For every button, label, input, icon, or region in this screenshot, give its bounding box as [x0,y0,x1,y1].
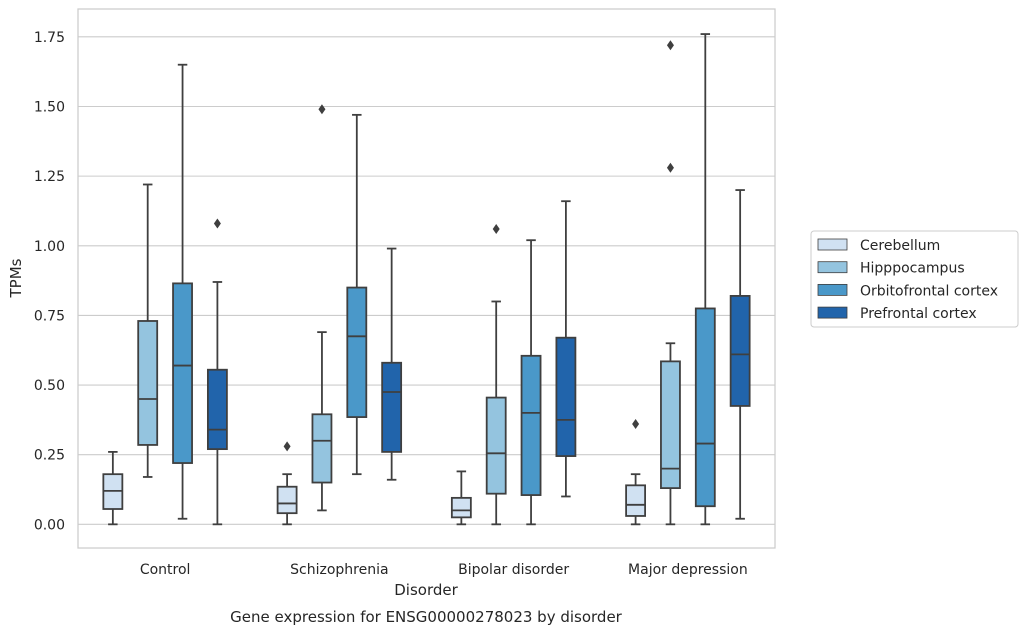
box-body [520,354,542,496]
y-tick-label: 1.75 [34,30,65,46]
box-layer [102,33,751,526]
x-tick-label: Major depression [628,562,748,578]
box-body [625,484,646,517]
box-body [276,485,298,515]
box-cerebellum [625,419,646,526]
x-axis-label: Disorder [394,581,458,599]
outlier-point [632,419,640,430]
legend-swatch [817,261,848,274]
y-axis-label: TPMs [7,258,25,298]
box-prefrontal-cortex [206,218,228,526]
legend-swatch [817,238,848,251]
plot-frame [77,8,776,549]
x-tick-label: Control [140,562,191,578]
outlier-point [666,162,674,173]
outlier-point [492,224,500,235]
grid-lines [78,36,775,525]
legend-swatch [817,283,848,296]
box-body [346,286,368,418]
box-body [381,361,403,453]
x-tick-label: Bipolar disorder [458,562,569,578]
box-body [450,496,472,519]
box-hipppocampus [137,183,159,478]
x-tick-label: Schizophrenia [290,562,388,578]
outlier-point [283,441,291,452]
outlier-point [666,40,674,51]
box-body [694,307,716,508]
box-cerebellum [276,441,298,526]
box-body [206,368,228,451]
box-hipppocampus [660,40,681,526]
y-tick-label: 0.50 [34,378,65,394]
x-tick-labels: Control Schizophrenia Bipolar disorder Majo… [140,562,748,578]
box-prefrontal-cortex [555,200,577,498]
legend-label: Hipppocampus [860,261,965,277]
y-tick-label: 1.00 [34,239,65,255]
box-body [660,360,681,490]
legend-frame [810,230,1019,328]
box-body [172,282,193,464]
legend: Cerebellum Hipppocampus Orbitofrontal cort… [810,230,1019,328]
box-hipppocampus [485,224,507,526]
box-body [485,396,507,495]
y-tick-label: 0.25 [34,448,65,464]
box-body [311,413,333,484]
legend-swatch [817,306,848,319]
y-tick-label: 1.50 [34,99,65,115]
y-tick-labels: 0.00 0.25 0.50 0.75 1.00 1.25 1.50 1.75 [34,30,65,533]
legend-label: Orbitofrontal cortex [860,283,998,299]
box-orbitofrontal-cortex [694,33,716,526]
box-hipppocampus [311,104,333,512]
box-orbitofrontal-cortex [520,239,542,526]
chart-caption: Gene expression for ENSG00000278023 by d… [230,608,623,626]
y-tick-label: 0.75 [34,308,65,324]
outlier-point [318,104,326,115]
y-tick-label: 1.25 [34,169,65,185]
y-tick-label: 0.00 [34,517,65,533]
outlier-point [213,218,221,229]
box-body [555,336,577,457]
box-cerebellum [102,450,124,526]
legend-label: Prefrontal cortex [860,306,977,322]
box-body [137,320,159,446]
box-prefrontal-cortex [381,247,403,481]
box-prefrontal-cortex [729,189,751,520]
box-orbitofrontal-cortex [346,113,368,476]
legend-label: Cerebellum [860,238,940,254]
box-orbitofrontal-cortex [172,63,193,520]
box-cerebellum [450,470,472,526]
box-body [729,295,751,407]
